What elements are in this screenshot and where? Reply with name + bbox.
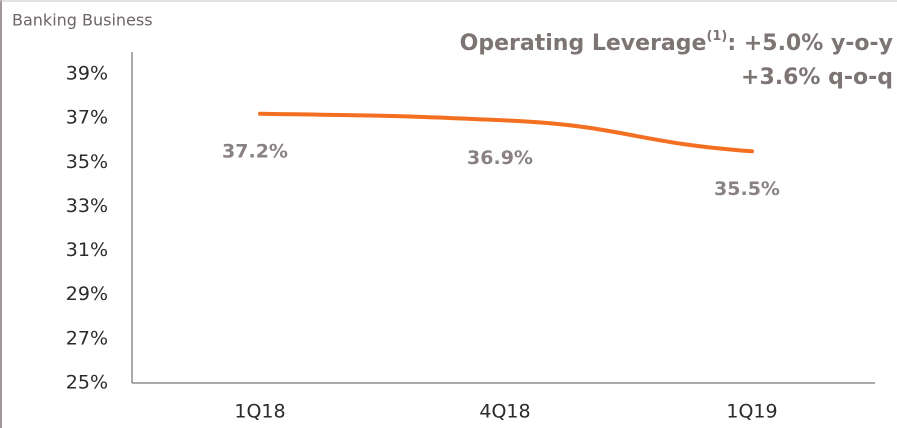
y-tick-label: 33% bbox=[66, 195, 108, 217]
y-tick-label: 29% bbox=[66, 283, 108, 305]
data-label: 36.9% bbox=[467, 147, 533, 169]
annotation-text: : +5.0% y-o-y bbox=[727, 31, 893, 56]
y-tick-label: 31% bbox=[66, 239, 108, 261]
y-tick-label: 39% bbox=[66, 63, 108, 85]
chart-title: Banking Business bbox=[12, 11, 153, 30]
x-tick-label: 4Q18 bbox=[479, 401, 530, 423]
annotation: +3.6% q-o-q bbox=[741, 65, 893, 90]
annotation-footnote: (1) bbox=[706, 29, 727, 44]
data-label: 37.2% bbox=[222, 140, 288, 162]
x-tick-label: 1Q18 bbox=[234, 401, 285, 423]
y-tick-label: 37% bbox=[66, 107, 108, 129]
x-tick-label: 1Q19 bbox=[726, 401, 777, 423]
annotation-text: Operating Leverage bbox=[460, 31, 707, 56]
annotation: Operating Leverage(1): +5.0% y-o-y bbox=[460, 29, 893, 57]
y-tick-label: 35% bbox=[66, 151, 108, 173]
y-tick-label: 27% bbox=[66, 327, 108, 349]
data-label: 35.5% bbox=[714, 178, 780, 200]
y-tick-label: 25% bbox=[66, 372, 108, 394]
line bbox=[258, 111, 754, 154]
